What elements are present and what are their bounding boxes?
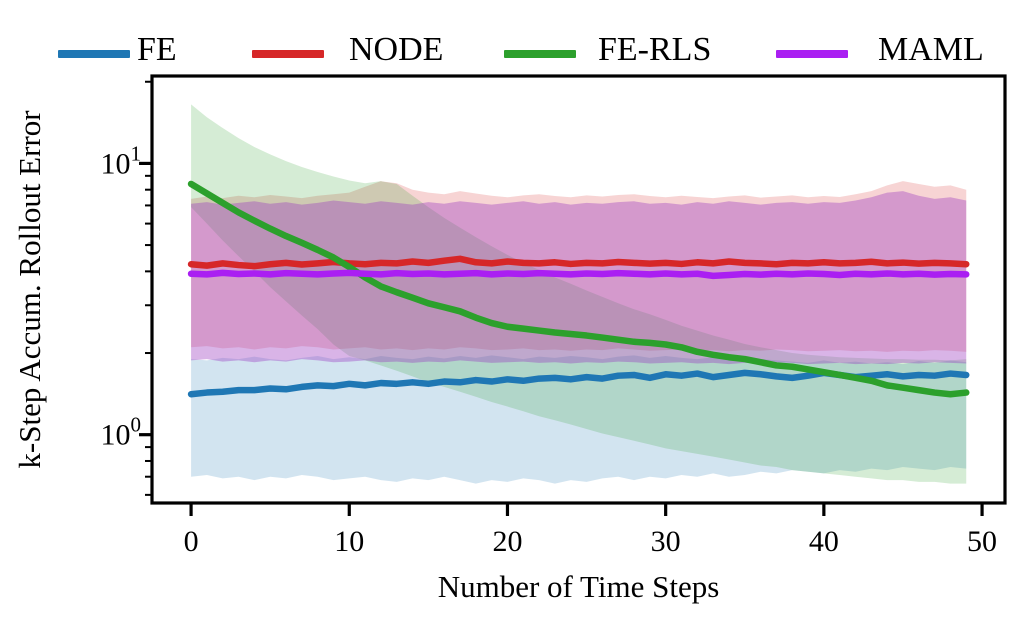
plot-frame (150, 74, 1007, 505)
x-tick-label: 30 (651, 525, 681, 558)
x-tick-label: 50 (967, 525, 997, 558)
legend-label-node: NODE (349, 31, 444, 68)
fe-band (191, 355, 967, 484)
legend-label-maml: MAML (878, 31, 984, 68)
fe-rls-line-swatch (504, 50, 576, 58)
fe-rls-line (187, 180, 970, 398)
x-tick-label: 0 (184, 525, 199, 558)
x-tick-label: 10 (334, 525, 364, 558)
x-tick-label: 40 (809, 525, 839, 558)
y-tick-label: 100 (101, 413, 142, 452)
y-axis-label: k-Step Accum. Rollout Error (12, 110, 47, 469)
legend-label-fe: FE (137, 31, 177, 68)
node-line-swatch (252, 50, 324, 58)
maml-line-swatch (776, 50, 848, 58)
node-line (187, 255, 970, 270)
maml-band (191, 191, 967, 365)
fe-rls-band (191, 104, 967, 484)
fe-line-swatch (58, 50, 130, 58)
x-tick-label: 20 (492, 525, 522, 558)
y-tick-label: 101 (101, 141, 142, 180)
maml-line (187, 269, 970, 280)
x-axis-label: Number of Time Steps (438, 569, 720, 604)
legend-label-fe-rls: FE-RLS (598, 31, 712, 68)
